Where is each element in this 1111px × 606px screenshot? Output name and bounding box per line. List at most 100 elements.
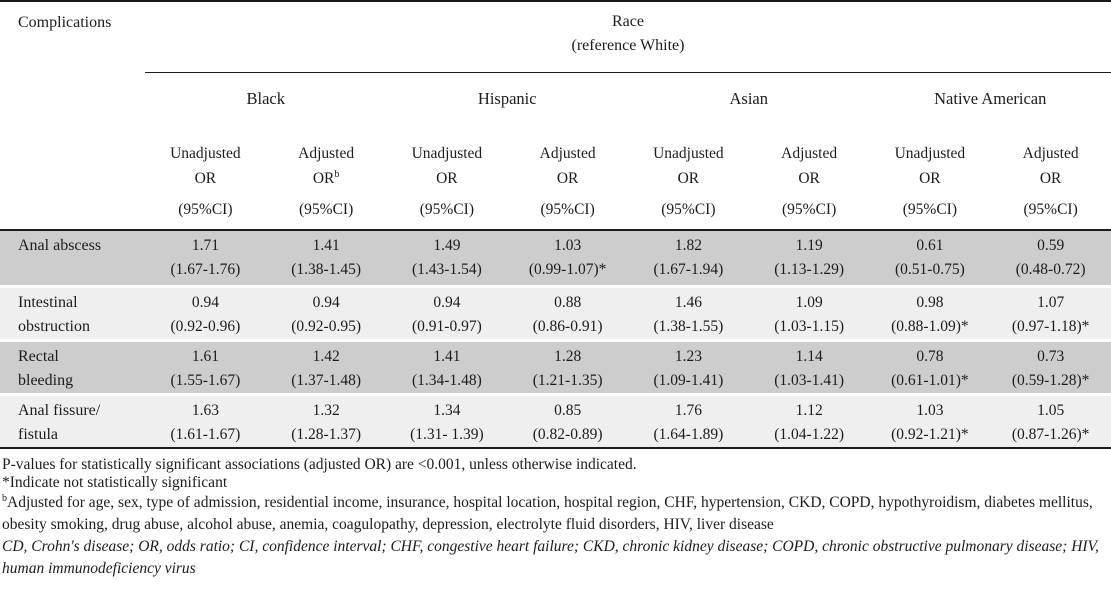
- ci-value: (0.91-0.97): [412, 318, 482, 335]
- race-spanning-header: Race (reference White): [145, 2, 1111, 73]
- footnote-pvalues: P-values for statistically significant a…: [2, 456, 637, 473]
- or-cell: 0.94 (0.91-0.97): [387, 288, 508, 339]
- or-cell: 1.82 (1.67-1.94): [628, 231, 749, 285]
- subheader-line1: Adjusted: [1022, 145, 1079, 162]
- subheader-line2: OR: [919, 170, 941, 187]
- ci-value: (0.61-1.01)*: [891, 372, 969, 389]
- subheader-line3: (95%CI): [419, 201, 474, 218]
- table-row-anal-fissure-fistula: Anal fissure/fistula 1.63 (1.61-1.67) 1.3…: [0, 393, 1111, 447]
- or-cell: 1.41 (1.38-1.45): [266, 231, 387, 285]
- subheader-line2: OR: [677, 170, 700, 187]
- or-cell: 1.32 (1.28-1.37): [266, 396, 387, 447]
- or-value: 0.59: [1037, 237, 1065, 254]
- subheader-native-unadjusted: Unadjusted OR (95%CI): [870, 128, 991, 229]
- or-cell: 1.63 (1.61-1.67): [145, 396, 266, 447]
- or-cell: 1.71 (1.67-1.76): [145, 231, 266, 285]
- ci-value: (0.92-1.21)*: [891, 426, 969, 443]
- subheader-line1: Unadjusted: [170, 145, 241, 162]
- or-cell: 1.61 (1.55-1.67): [145, 342, 266, 393]
- ci-value: (1.64-1.89): [653, 426, 724, 443]
- or-cell: 0.88 (0.86-0.91): [507, 288, 628, 339]
- subheader-line1: Unadjusted: [653, 145, 724, 162]
- table-header-race-band: Complications Race (reference White): [0, 0, 1111, 73]
- ci-value: (1.28-1.37): [291, 426, 361, 443]
- ci-value: (0.48-0.72): [1015, 261, 1086, 278]
- ci-value: (1.31- 1.39): [410, 426, 484, 443]
- subheader-line1: Adjusted: [539, 145, 596, 162]
- or-cell: 0.94 (0.92-0.95): [266, 288, 387, 339]
- ci-value: (0.87-1.26)*: [1011, 426, 1090, 443]
- or-cell: 0.85 (0.82-0.89): [507, 396, 628, 447]
- ci-value: (1.04-1.22): [774, 426, 844, 443]
- row-label: Anal abscess: [18, 237, 102, 254]
- subheader-line1: Adjusted: [298, 145, 355, 162]
- or-value: 0.73: [1037, 348, 1065, 365]
- or-value: 1.76: [674, 402, 702, 419]
- ci-value: (1.37-1.48): [291, 372, 361, 389]
- or-value: 0.61: [916, 237, 944, 254]
- or-cell: 1.09 (1.03-1.15): [749, 288, 870, 339]
- footnote-abbreviations: CD, Crohn's disease; OR, odds ratio; CI,…: [2, 538, 1099, 577]
- ci-value: (1.13-1.29): [774, 261, 844, 278]
- row-label: Intestinal obstruction: [18, 294, 90, 335]
- group-header-native-american: Native American: [934, 89, 1047, 108]
- subheader-hispanic-unadjusted: Unadjusted OR (95%CI): [387, 128, 508, 229]
- ci-value: (0.92-0.96): [170, 318, 241, 335]
- or-cell: 1.14 (1.03-1.41): [749, 342, 870, 393]
- or-cell: 1.03 (0.92-1.21)*: [870, 396, 991, 447]
- or-value: 1.63: [191, 402, 219, 419]
- or-cell: 1.34 (1.31- 1.39): [387, 396, 508, 447]
- or-value: 1.12: [795, 402, 823, 419]
- ci-value: (1.61-1.67): [170, 426, 241, 443]
- ci-value: (0.88-1.09)*: [891, 318, 969, 335]
- row-label: Anal fissure/fistula: [18, 402, 101, 443]
- or-value: 1.03: [916, 402, 944, 419]
- subheader-line3: (95%CI): [1023, 201, 1078, 218]
- ci-value: (0.99-1.07)*: [528, 261, 607, 278]
- ci-value: (1.09-1.41): [653, 372, 724, 389]
- or-value: 1.42: [312, 348, 340, 365]
- group-header-black: Black: [246, 89, 286, 108]
- or-cell: 1.23 (1.09-1.41): [628, 342, 749, 393]
- table-row-rectal-bleeding: Rectal bleeding 1.61 (1.55-1.67) 1.42 (1.37…: [0, 339, 1111, 393]
- or-value: 1.28: [554, 348, 582, 365]
- ci-value: (0.92-0.95): [291, 318, 361, 335]
- or-value: 1.41: [312, 237, 340, 254]
- or-value: 1.41: [433, 348, 461, 365]
- ci-value: (1.55-1.67): [170, 372, 241, 389]
- subheader-hispanic-adjusted: Adjusted OR (95%CI): [507, 128, 628, 229]
- or-cell: 0.98 (0.88-1.09)*: [870, 288, 991, 339]
- footnote-b-marker: b: [2, 492, 7, 504]
- footnote-b-text: Adjusted for age, sex, type of admission…: [2, 494, 1093, 533]
- column-subheader-row: Unadjusted OR (95%CI) Adjusted ORb (95%C…: [0, 128, 1111, 229]
- subheader-line3: (95%CI): [661, 201, 716, 218]
- table-footnotes: P-values for statistically significant a…: [0, 449, 1111, 580]
- or-value: 1.05: [1037, 402, 1065, 419]
- or-cell: 1.05 (0.87-1.26)*: [990, 396, 1111, 447]
- subheader-line3: (95%CI): [178, 201, 233, 218]
- or-value: 1.09: [795, 294, 823, 311]
- or-cell: 1.28 (1.21-1.35): [507, 342, 628, 393]
- or-value: 1.82: [674, 237, 702, 254]
- or-cell: 1.41 (1.34-1.48): [387, 342, 508, 393]
- ci-value: (1.67-1.76): [170, 261, 241, 278]
- race-header-line1: Race: [612, 13, 644, 30]
- table-row-intestinal-obstruction: Intestinal obstruction 0.94 (0.92-0.96) 0.…: [0, 285, 1111, 339]
- subheader-line3: (95%CI): [902, 201, 957, 218]
- or-value: 0.85: [554, 402, 582, 419]
- table-body: Anal abscess 1.71 (1.67-1.76) 1.41 (1.38-1…: [0, 229, 1111, 449]
- table-row-anal-abscess: Anal abscess 1.71 (1.67-1.76) 1.41 (1.38-1…: [0, 231, 1111, 285]
- ci-value: (0.97-1.18)*: [1011, 318, 1090, 335]
- or-value: 0.94: [191, 294, 219, 311]
- subheader-black-adjusted: Adjusted ORb (95%CI): [266, 128, 387, 229]
- footnote-adjusted-covariates: bAdjusted for age, sex, type of admissio…: [2, 492, 1109, 536]
- or-cell: 1.03 (0.99-1.07)*: [507, 231, 628, 285]
- subheader-line2: ORb: [312, 168, 340, 187]
- ci-value: (1.21-1.35): [532, 372, 603, 389]
- or-value: 1.32: [312, 402, 340, 419]
- or-cell: 1.07 (0.97-1.18)*: [990, 288, 1111, 339]
- or-value: 1.14: [795, 348, 823, 365]
- ci-value: (1.38-1.55): [653, 318, 724, 335]
- or-value: 1.07: [1037, 294, 1065, 311]
